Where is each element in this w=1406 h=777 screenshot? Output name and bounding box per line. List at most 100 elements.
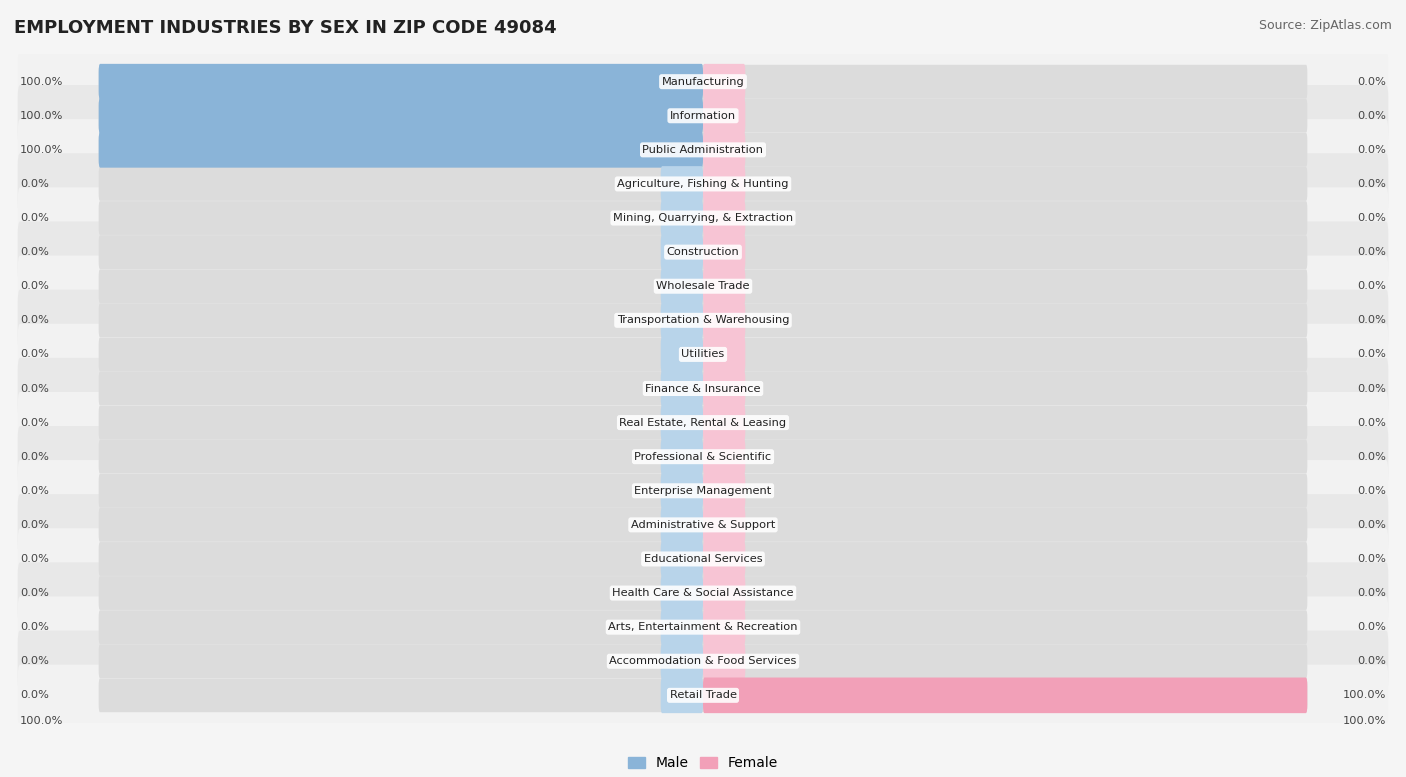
Text: Source: ZipAtlas.com: Source: ZipAtlas.com xyxy=(1258,19,1392,33)
FancyBboxPatch shape xyxy=(98,64,704,99)
FancyBboxPatch shape xyxy=(702,678,1308,713)
FancyBboxPatch shape xyxy=(661,200,703,236)
Text: Retail Trade: Retail Trade xyxy=(669,690,737,700)
Text: Construction: Construction xyxy=(666,247,740,257)
FancyBboxPatch shape xyxy=(703,541,745,577)
Text: Arts, Entertainment & Recreation: Arts, Entertainment & Recreation xyxy=(609,622,797,632)
FancyBboxPatch shape xyxy=(661,473,703,509)
FancyBboxPatch shape xyxy=(702,406,1308,440)
FancyBboxPatch shape xyxy=(661,268,703,304)
FancyBboxPatch shape xyxy=(18,528,1388,590)
Text: 0.0%: 0.0% xyxy=(1357,179,1386,189)
FancyBboxPatch shape xyxy=(703,336,745,372)
Text: Agriculture, Fishing & Hunting: Agriculture, Fishing & Hunting xyxy=(617,179,789,189)
Text: Mining, Quarrying, & Extraction: Mining, Quarrying, & Extraction xyxy=(613,213,793,223)
FancyBboxPatch shape xyxy=(703,371,745,406)
FancyBboxPatch shape xyxy=(18,664,1388,726)
Text: 0.0%: 0.0% xyxy=(20,520,49,530)
Text: 0.0%: 0.0% xyxy=(20,417,49,427)
FancyBboxPatch shape xyxy=(18,358,1388,419)
FancyBboxPatch shape xyxy=(702,235,1308,269)
FancyBboxPatch shape xyxy=(18,187,1388,249)
FancyBboxPatch shape xyxy=(702,474,1308,507)
Text: Transportation & Warehousing: Transportation & Warehousing xyxy=(617,315,789,326)
Text: 100.0%: 100.0% xyxy=(1343,716,1386,726)
Text: 0.0%: 0.0% xyxy=(1357,417,1386,427)
FancyBboxPatch shape xyxy=(661,302,703,338)
Text: 0.0%: 0.0% xyxy=(1357,213,1386,223)
FancyBboxPatch shape xyxy=(702,99,1308,133)
Text: Utilities: Utilities xyxy=(682,350,724,360)
FancyBboxPatch shape xyxy=(703,439,745,475)
FancyBboxPatch shape xyxy=(703,98,745,134)
FancyBboxPatch shape xyxy=(18,597,1388,658)
Text: 0.0%: 0.0% xyxy=(20,554,49,564)
FancyBboxPatch shape xyxy=(98,270,704,303)
FancyBboxPatch shape xyxy=(702,270,1308,303)
FancyBboxPatch shape xyxy=(702,201,1308,235)
FancyBboxPatch shape xyxy=(18,426,1388,487)
FancyBboxPatch shape xyxy=(702,64,1308,99)
FancyBboxPatch shape xyxy=(661,507,703,542)
FancyBboxPatch shape xyxy=(98,474,704,507)
FancyBboxPatch shape xyxy=(702,508,1308,542)
FancyBboxPatch shape xyxy=(18,85,1388,146)
FancyBboxPatch shape xyxy=(702,304,1308,337)
Text: 0.0%: 0.0% xyxy=(1357,486,1386,496)
FancyBboxPatch shape xyxy=(661,643,703,679)
FancyBboxPatch shape xyxy=(703,302,745,338)
Text: 0.0%: 0.0% xyxy=(20,213,49,223)
FancyBboxPatch shape xyxy=(703,473,745,509)
Text: Enterprise Management: Enterprise Management xyxy=(634,486,772,496)
FancyBboxPatch shape xyxy=(98,440,704,473)
FancyBboxPatch shape xyxy=(661,235,703,270)
FancyBboxPatch shape xyxy=(702,644,1308,678)
Text: 0.0%: 0.0% xyxy=(20,451,49,462)
Text: 0.0%: 0.0% xyxy=(1357,657,1386,666)
FancyBboxPatch shape xyxy=(98,99,704,133)
Text: 0.0%: 0.0% xyxy=(1357,315,1386,326)
Text: 0.0%: 0.0% xyxy=(20,315,49,326)
FancyBboxPatch shape xyxy=(18,460,1388,521)
FancyBboxPatch shape xyxy=(18,631,1388,692)
FancyBboxPatch shape xyxy=(98,406,704,440)
Text: EMPLOYMENT INDUSTRIES BY SEX IN ZIP CODE 49084: EMPLOYMENT INDUSTRIES BY SEX IN ZIP CODE… xyxy=(14,19,557,37)
Text: 0.0%: 0.0% xyxy=(1357,384,1386,393)
FancyBboxPatch shape xyxy=(703,166,745,202)
FancyBboxPatch shape xyxy=(98,133,704,167)
Text: Wholesale Trade: Wholesale Trade xyxy=(657,281,749,291)
FancyBboxPatch shape xyxy=(18,290,1388,351)
FancyBboxPatch shape xyxy=(18,392,1388,453)
Text: Public Administration: Public Administration xyxy=(643,145,763,155)
Text: 0.0%: 0.0% xyxy=(20,486,49,496)
FancyBboxPatch shape xyxy=(702,440,1308,473)
FancyBboxPatch shape xyxy=(703,132,745,168)
FancyBboxPatch shape xyxy=(702,542,1308,576)
Text: 0.0%: 0.0% xyxy=(20,350,49,360)
Text: Manufacturing: Manufacturing xyxy=(662,77,744,87)
Text: Professional & Scientific: Professional & Scientific xyxy=(634,451,772,462)
FancyBboxPatch shape xyxy=(703,64,745,99)
FancyBboxPatch shape xyxy=(703,268,745,304)
Text: Information: Information xyxy=(669,111,737,120)
FancyBboxPatch shape xyxy=(661,405,703,441)
Text: 100.0%: 100.0% xyxy=(20,77,63,87)
FancyBboxPatch shape xyxy=(702,337,1308,371)
FancyBboxPatch shape xyxy=(661,439,703,475)
FancyBboxPatch shape xyxy=(661,541,703,577)
FancyBboxPatch shape xyxy=(98,644,704,678)
Text: 0.0%: 0.0% xyxy=(1357,588,1386,598)
Text: 0.0%: 0.0% xyxy=(1357,622,1386,632)
FancyBboxPatch shape xyxy=(98,98,703,134)
FancyBboxPatch shape xyxy=(703,643,745,679)
FancyBboxPatch shape xyxy=(18,563,1388,624)
FancyBboxPatch shape xyxy=(661,609,703,645)
Text: 0.0%: 0.0% xyxy=(1357,111,1386,120)
FancyBboxPatch shape xyxy=(98,577,704,610)
Text: 100.0%: 100.0% xyxy=(1343,690,1386,700)
FancyBboxPatch shape xyxy=(703,200,745,236)
FancyBboxPatch shape xyxy=(661,336,703,372)
FancyBboxPatch shape xyxy=(98,167,704,200)
FancyBboxPatch shape xyxy=(98,304,704,337)
FancyBboxPatch shape xyxy=(98,542,704,576)
